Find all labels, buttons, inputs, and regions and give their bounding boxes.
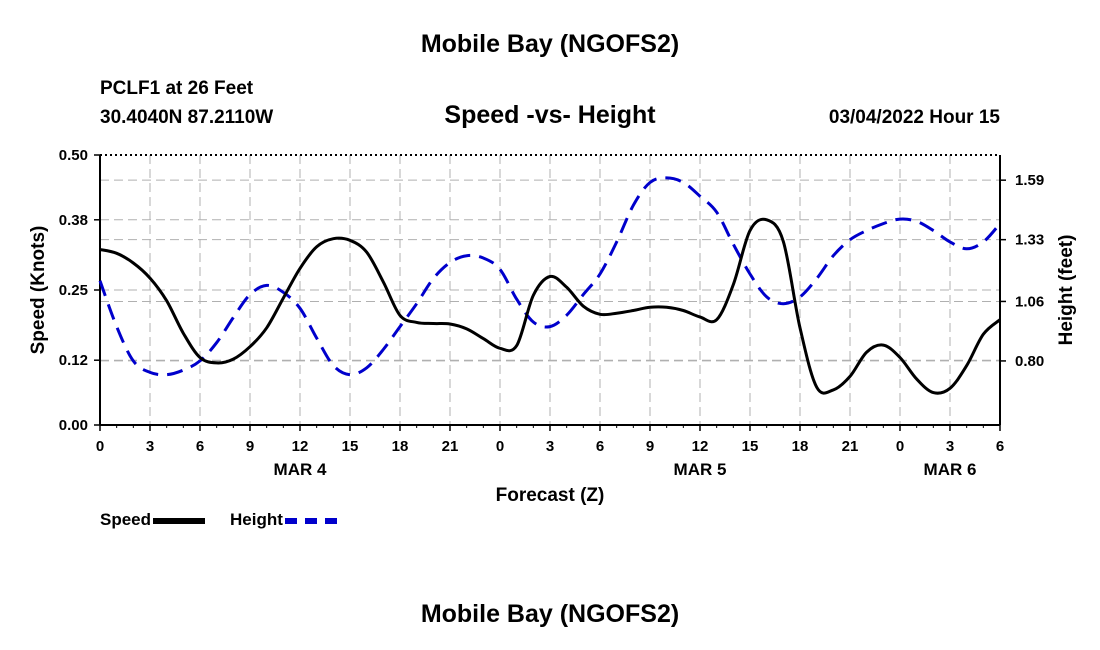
- series-line-height: [98, 176, 1002, 377]
- series-line-speed: [99, 217, 1001, 395]
- legend-swatch-speed: [153, 517, 206, 524]
- x-tick-label: 3: [546, 438, 554, 455]
- y-tick-label: 0.38: [59, 212, 88, 229]
- y2-tick-label: 1.06: [1015, 293, 1044, 310]
- chart-subtitle: Speed -vs- Height: [444, 101, 656, 129]
- x-tick-label: 9: [646, 438, 654, 455]
- x-tick-label: 12: [292, 438, 309, 455]
- chart-title-repeat: Mobile Bay (NGOFS2): [420, 600, 680, 628]
- y2-tick-label: 1.59: [1015, 172, 1044, 189]
- legend-item-speed: Speed: [100, 510, 206, 530]
- coordinates-label: 30.4040N 87.2110W: [100, 107, 274, 128]
- date-label: MAR 5: [674, 460, 727, 479]
- x-tick-label: 3: [946, 438, 954, 455]
- legend-item-height: Height: [230, 510, 337, 530]
- y2-tick-label: 1.33: [1015, 232, 1044, 249]
- station-label: PCLF1 at 26 Feet: [100, 78, 254, 99]
- x-axis-title: Forecast (Z): [496, 485, 605, 506]
- y-tick-label: 0.50: [59, 147, 88, 164]
- x-tick-label: 21: [842, 438, 859, 455]
- x-tick-label: 12: [692, 438, 709, 455]
- x-tick-label: 3: [146, 438, 154, 455]
- date-label: MAR 6: [924, 460, 977, 479]
- y2-tick-label: 0.80: [1015, 353, 1044, 370]
- x-tick-label: 18: [792, 438, 809, 455]
- chart-title: Mobile Bay (NGOFS2): [420, 30, 680, 58]
- x-tick-label: 15: [742, 438, 759, 455]
- date-label: MAR 4: [274, 460, 327, 479]
- y-axis-title: Speed (Knots): [28, 226, 49, 355]
- legend-label-speed: Speed: [100, 510, 152, 529]
- forecast-datetime: 03/04/2022 Hour 15: [828, 107, 1000, 128]
- x-tick-label: 0: [496, 438, 504, 455]
- legend-swatch-height: [284, 517, 337, 524]
- x-tick-label: 0: [896, 438, 904, 455]
- x-tick-label: 0: [96, 438, 104, 455]
- x-tick-label: 15: [342, 438, 359, 455]
- x-tick-label: 21: [442, 438, 459, 455]
- y-tick-label: 0.12: [59, 352, 88, 369]
- x-tick-label: 6: [996, 438, 1004, 455]
- x-tick-label: 18: [392, 438, 409, 455]
- y-tick-label: 0.25: [59, 282, 88, 299]
- y2-axis-title: Height (feet): [1056, 235, 1077, 346]
- x-tick-label: 6: [596, 438, 604, 455]
- x-tick-label: 6: [196, 438, 204, 455]
- y-tick-label: 0.00: [59, 417, 88, 434]
- legend-label-height: Height: [230, 510, 283, 529]
- x-tick-label: 9: [246, 438, 254, 455]
